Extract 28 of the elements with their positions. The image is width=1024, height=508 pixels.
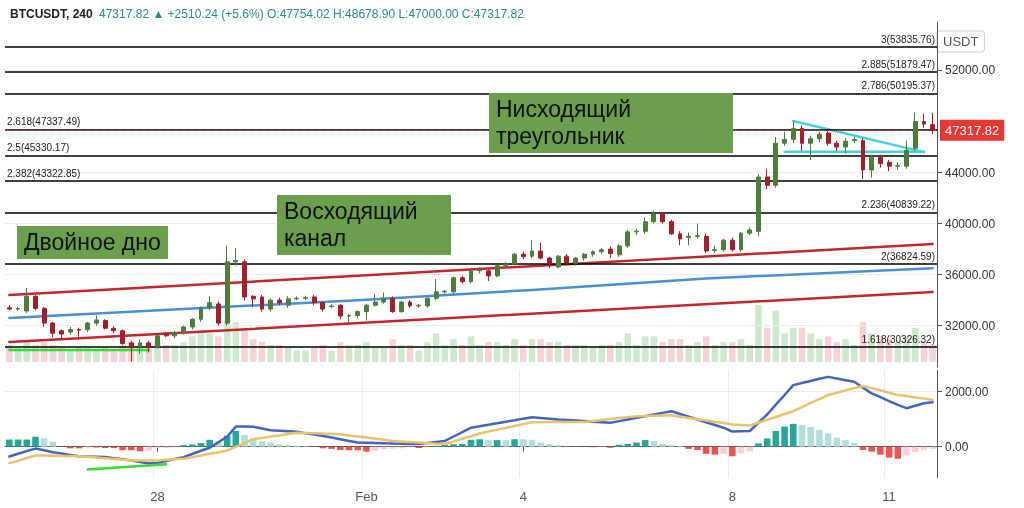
ref-line-label: 2.885(51879.47) [861, 58, 935, 70]
y-tick-label: 40000.00 [945, 216, 996, 231]
y-tick-label: 0.00 [945, 439, 969, 454]
chart-subtitle: 47317.82 ▲ +2510.24 (+5.6%) O:47754.02 H:48678.90 L:47000.00 C:47317.82 [99, 7, 525, 21]
note-box: Двойное дно [17, 226, 168, 259]
x-tick-label: 28 [150, 489, 165, 504]
ref-line-label: 1.618(30326.32) [861, 333, 935, 345]
note-box: Восходящий канал [277, 195, 451, 255]
chart-title: BTCUSDT, 240 [10, 7, 94, 21]
ref-line-label: 2.236(40839.22) [861, 199, 935, 211]
ref-line-label: 2(36824.59) [881, 250, 935, 262]
y-axis-title: USDT [943, 34, 979, 49]
y-tick-label: 52000.00 [945, 63, 996, 78]
ref-line-label: 47317.82 [945, 122, 1000, 138]
ref-line-label: 3(53835.76) [881, 33, 935, 45]
y-tick-label: 32000.00 [945, 318, 996, 333]
ref-line-label: 2.5(45330.17) [7, 142, 70, 154]
y-tick-label: 44000.00 [945, 165, 996, 180]
y-tick-label: 2000.00 [945, 384, 989, 399]
ref-line-label: 2.382(43322.85) [7, 167, 81, 179]
x-tick-label: Feb [355, 489, 378, 504]
y-tick-label: 36000.00 [945, 267, 996, 282]
x-tick-label: 4 [519, 489, 527, 504]
note-box: Нисходящий треугольник [489, 93, 733, 153]
ref-line-label: 2.618(47337.49) [7, 116, 81, 128]
x-tick-label: 8 [728, 489, 736, 504]
x-tick-label: 11 [882, 489, 896, 504]
ref-line-label: 2.786(50195.37) [861, 80, 935, 92]
